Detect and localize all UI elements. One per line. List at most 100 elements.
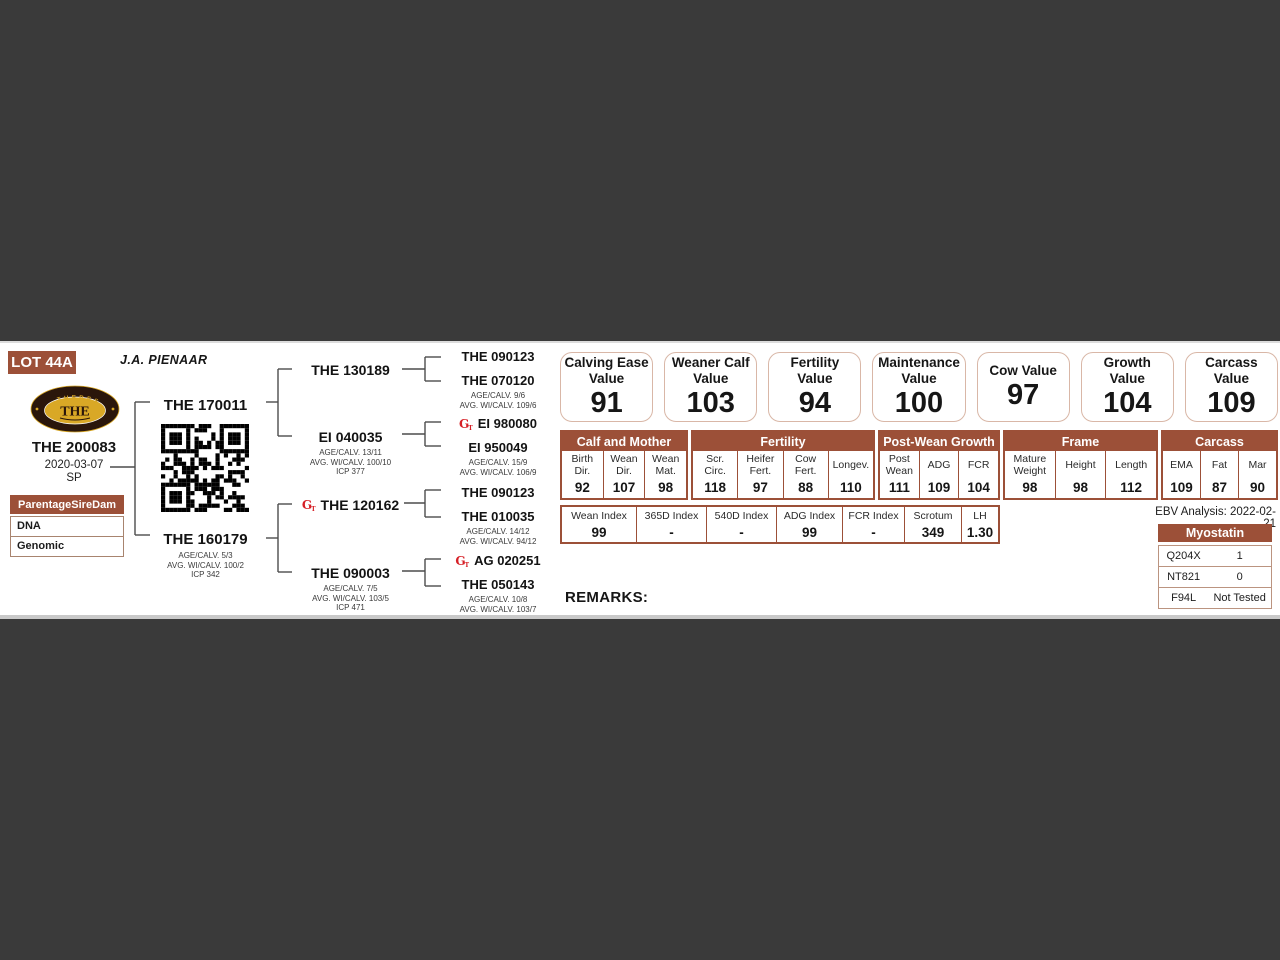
index-strip: Wean Index 99 365D Index - 540D Index - ADG…	[560, 505, 1000, 544]
ebv-value: 98	[1022, 480, 1038, 495]
svg-text:BONSMARAS: BONSMARAS	[52, 409, 95, 418]
value-box-growth: Growth Value 104	[1080, 352, 1174, 422]
ancestor-stat: AVG. WI/CALV. 100/10	[309, 457, 392, 467]
ancestor-id: THE 090003	[311, 565, 390, 581]
ancestor-stat: AGE/CALV. 9/6	[470, 391, 526, 400]
pedigree-node: GT THE 120162	[283, 497, 418, 513]
genomic-test-icon: GT	[301, 498, 316, 513]
value-box-fertility: Fertility Value 94	[768, 352, 862, 422]
sire-id: THE 170011	[163, 397, 248, 414]
parentage-verification-box: DNA Genomic	[10, 516, 124, 557]
ancestor-id: THE 050143	[461, 577, 535, 592]
ebv-value: 109	[1170, 480, 1193, 495]
lot-number-badge: LOT 44A	[8, 351, 76, 374]
pedigree-node: GT EI 980080	[437, 416, 559, 431]
parentage-word: Parentage	[18, 498, 72, 511]
ebv-value: 111	[888, 480, 910, 495]
ancestor-id: THE 120162	[320, 497, 400, 513]
pedigree-node: GT AG 020251	[437, 553, 559, 568]
ancestor-id: EI 950049	[468, 440, 528, 455]
ancestor-id: EI 040035	[318, 429, 383, 445]
value-number: 94	[798, 387, 831, 420]
animal-id: THE 200083	[31, 439, 117, 456]
ebv-value: 110	[839, 480, 862, 495]
ebv-value: 98	[658, 480, 674, 495]
ebv-value: 98	[1072, 480, 1089, 495]
ebv-value: 90	[1249, 480, 1266, 495]
ancestor-id: THE 010035	[461, 509, 535, 524]
ancestor-id: THE 090123	[461, 485, 535, 500]
ebv-value: 104	[967, 480, 990, 495]
ancestor-stat: ICP 377	[336, 467, 365, 476]
parentage-row-dna: DNA	[17, 520, 41, 532]
value-box-cow: Cow Value 97	[976, 352, 1070, 422]
qr-code	[161, 424, 249, 512]
value-box-calving-ease: Calving Ease Value 91	[560, 352, 654, 422]
ebv-table: Calf and Mother Birth Dir. 92 Wean Dir. 10…	[560, 430, 1278, 500]
ebv-group-carcass: Carcass EMA 109 Fat 87 Mar 90	[1161, 430, 1278, 500]
ebv-value: 118	[704, 480, 727, 495]
value-box-carcass: Carcass Value 109	[1184, 352, 1278, 422]
pedigree-node: THE 070120 AGE/CALV. 9/6 AVG. WI/CALV. 1…	[437, 373, 559, 410]
ancestor-stat: AGE/CALV. 15/9	[468, 458, 528, 467]
value-number: 104	[1103, 387, 1152, 420]
value-box-maintenance: Maintenance Value 100	[872, 352, 966, 422]
pedigree-node: THE 090003 AGE/CALV. 7/5 AVG. WI/CALV. 1…	[283, 565, 418, 613]
genomic-test-icon: GT	[459, 416, 473, 432]
ancestor-id: EI 980080	[477, 416, 537, 431]
pedigree-node: THE 010035 AGE/CALV. 14/12 AVG. WI/CALV.…	[437, 509, 559, 546]
ancestor-stat: AGE/CALV. 13/11	[319, 448, 382, 457]
ebv-value: 107	[612, 480, 636, 495]
pedigree-dam: THE 160179 AGE/CALV. 5/3 AVG. WI/CALV. 1…	[133, 531, 278, 580]
ebv-group-post-wean-growth: Post-Wean Growth Post Wean 111 ADG 109 FCR…	[878, 430, 1000, 500]
ebv-value: 88	[798, 480, 814, 495]
logo-arc-bottom-text: BONSMARAS	[52, 409, 94, 418]
animal-birth-date: 2020-03-07	[44, 459, 104, 471]
pedigree-node: THE 090123	[437, 485, 559, 500]
index-value: 99	[591, 524, 607, 540]
ancestor-id: THE 090123	[461, 349, 535, 364]
parentage-row-genomic: Genomic	[11, 536, 123, 556]
ancestor-id: THE 070120	[461, 373, 535, 388]
animal-identity: THE 200083 2020-03-07 SP	[0, 439, 148, 484]
lot-card-sheet: LOT 44A J.A. PIENAAR THERES BONSMARAS TH…	[0, 341, 1280, 619]
myostatin-row: NT821 0	[1159, 566, 1271, 587]
animal-status-code: SP	[66, 472, 82, 484]
logo-center-text: THE	[60, 405, 90, 420]
ancestor-id: THE 130189	[311, 362, 390, 378]
ancestor-stat: AGE/CALV. 7/5	[323, 584, 378, 593]
index-value: 99	[801, 524, 818, 540]
ancestor-stat: AGE/CALV. 10/8	[468, 595, 528, 604]
dam-word: Dam	[92, 498, 116, 511]
ancestor-stat: AVG. WI/CALV. 109/6	[459, 400, 537, 410]
genomic-test-icon: GT	[455, 553, 470, 569]
breeding-value-boxes: Calving Ease Value 91 Weaner Calf Value …	[560, 352, 1278, 422]
ebv-value: 109	[927, 480, 951, 495]
pedigree-node: THE 050143 AGE/CALV. 10/8 AVG. WI/CALV. …	[437, 577, 559, 614]
index-value: 349	[921, 524, 945, 540]
ebv-group-frame: Frame Mature Weight 98 Height 98 Length 112	[1003, 430, 1158, 500]
dam-stat: AVG. WI/CALV. 100/2	[167, 560, 244, 570]
ebv-group-fertility: Fertility Scr. Circ. 118 Heifer Fert. 97 C…	[691, 430, 875, 500]
ancestor-stat: AVG. WI/CALV. 103/5	[312, 593, 389, 603]
myostatin-table: Q204X 1 NT821 0 F94L Not Tested	[1158, 545, 1272, 609]
dam-stat: AGE/CALV. 5/3	[178, 551, 233, 560]
index-value: -	[669, 524, 674, 540]
value-number: 97	[1007, 379, 1040, 412]
sire-word: Sire	[71, 498, 93, 511]
ebv-value: 87	[1211, 480, 1228, 495]
ebv-value: 112	[1120, 480, 1143, 495]
stud-logo: THERES BONSMARAS THE	[30, 385, 120, 433]
myostatin-title: Myostatin	[1158, 524, 1272, 542]
ancestor-stat: AVG. WI/CALV. 106/9	[459, 467, 537, 477]
pedigree-node: EI 950049 AGE/CALV. 15/9 AVG. WI/CALV. 1…	[437, 440, 559, 477]
ancestor-stat: AGE/CALV. 14/12	[466, 527, 530, 536]
remarks-label: REMARKS:	[565, 589, 649, 606]
index-value: -	[871, 524, 876, 540]
ancestor-stat: AVG. WI/CALV. 94/12	[459, 536, 537, 546]
ancestor-stat: AVG. WI/CALV. 103/7	[459, 604, 537, 614]
value-box-weaner-calf: Weaner Calf Value 103	[664, 352, 758, 422]
myostatin-row: Q204X 1	[1166, 550, 1243, 562]
value-number: 91	[590, 387, 623, 420]
